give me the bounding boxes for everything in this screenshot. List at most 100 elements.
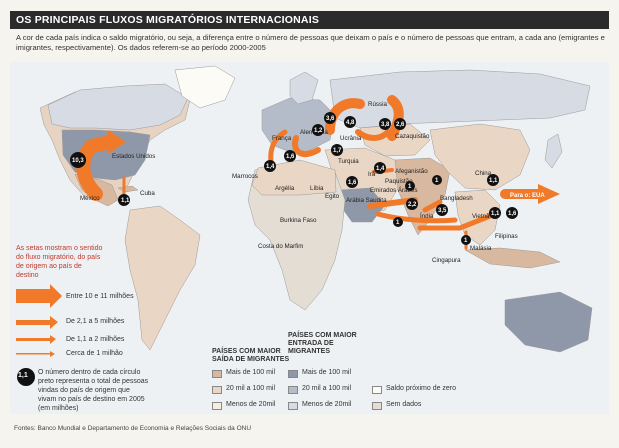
label-france: França: [272, 135, 292, 142]
circle-morocco-france: 1,4: [264, 160, 276, 172]
label-para-eua: Para o: EUA: [510, 193, 545, 199]
legend-item-1: Cerca de 1 milhão: [66, 350, 123, 357]
circle-vietnam-usa: 1,1: [489, 207, 501, 219]
swatch-emig-mid: [212, 386, 222, 394]
svg-text:3,6: 3,6: [326, 116, 335, 122]
legend-arrow-1: [16, 353, 50, 355]
migration-arrows: [76, 95, 560, 250]
intro-text: A cor de cada país indica o saldo migrat…: [16, 33, 605, 52]
svg-text:1,7: 1,7: [333, 148, 342, 154]
south-america: [124, 205, 201, 351]
legend-item-1-2: De 1,1 a 2 milhões: [66, 336, 125, 343]
arrow-bangladesh-india: [422, 199, 443, 213]
arrow-russia-kaz: [355, 129, 391, 141]
label-india: Índia: [420, 213, 434, 220]
swatch-zero: [372, 386, 382, 394]
value-circles: 10,3 1,1 1,4 1,6 1,2 3,6 4,8 3,8 2,6 1,7…: [70, 112, 518, 245]
svg-text:4,8: 4,8: [346, 120, 355, 126]
svg-text:1,4: 1,4: [266, 164, 275, 170]
label-egypt: Egito: [325, 193, 340, 200]
swatch-emig-low: [212, 402, 222, 410]
legend-arrow-10-11: [16, 284, 62, 308]
label-ivory-coast: Costa do Marfim: [258, 243, 303, 250]
svg-text:2,6: 2,6: [396, 122, 405, 128]
immig-item-0: Mais de 100 mil: [302, 369, 352, 376]
label-singapore: Cingapura: [432, 257, 461, 264]
swatch-immig-high: [288, 370, 298, 378]
svg-text:1: 1: [408, 184, 412, 190]
other-item-1: Sem dados: [386, 401, 422, 408]
japan: [544, 133, 563, 169]
scandinavia: [289, 71, 319, 105]
immig-item-1: 20 mil a 100 mil: [302, 385, 352, 392]
circle-bangladesh-india: 3,5: [436, 204, 448, 216]
greenland: [174, 65, 236, 109]
label-ukraine: Ucrânia: [340, 135, 362, 142]
svg-text:1,6: 1,6: [508, 211, 517, 217]
emigration-title: PAÍSES COM MAIOR SAÍDA DE MIGRANTES: [212, 348, 290, 363]
circle-pakistan-india: 1: [405, 181, 415, 191]
indonesia: [464, 247, 561, 269]
label-malaysia: Malásia: [470, 245, 492, 252]
sources-footer: Fontes: Banco Mundial e Departamento de …: [14, 425, 252, 432]
swatch-no-data: [372, 402, 382, 410]
circle-turkey-germany: 1,7: [331, 144, 343, 156]
circle-russia-kaz: 2,6: [394, 118, 406, 130]
canada: [47, 83, 189, 131]
circle-legend-text: O número dentro de cada círculo preto re…: [38, 369, 149, 412]
swatch-immig-mid: [288, 386, 298, 394]
label-iran: Irã: [368, 171, 376, 178]
legend-item-10-11: Entre 10 e 11 milhões: [66, 293, 134, 300]
circle-india-uae: 2,2: [406, 198, 418, 210]
arrow-asia-saudi: [375, 211, 458, 224]
svg-text:1,6: 1,6: [286, 154, 295, 160]
other-item-0: Saldo próximo de zero: [386, 385, 457, 392]
arrow-ukraine-russia: [325, 98, 365, 135]
label-mexico: México: [80, 195, 100, 202]
arrow-mexico-usa: [76, 135, 117, 201]
svg-text:3,5: 3,5: [438, 208, 447, 214]
svg-text:1,1: 1,1: [121, 198, 130, 204]
svg-text:3,8: 3,8: [381, 122, 390, 128]
arrow-head-china-usa: [538, 184, 560, 204]
country-labels: Estados Unidos México Cuba Marrocos Argé…: [80, 101, 518, 264]
label-china: China: [475, 170, 492, 177]
svg-text:1,6: 1,6: [348, 180, 357, 186]
svg-text:10,3: 10,3: [72, 158, 84, 164]
circle-ukraine-germany: 1,2: [312, 124, 324, 136]
circle-legend-sample: 1,1: [18, 372, 28, 379]
svg-text:1,1: 1,1: [491, 211, 500, 217]
label-morocco: Marrocos: [232, 173, 258, 180]
svg-text:1: 1: [435, 178, 439, 184]
circle-philippines-usa: 1,6: [506, 207, 518, 219]
circle-ukraine-russia: 4,8: [344, 116, 356, 128]
circle-china-hk: 1: [432, 175, 442, 185]
circle-mexico-usa: 10,3: [70, 152, 86, 168]
arrow-head-mexico-usa: [108, 130, 126, 154]
label-burkina-faso: Burkina Faso: [280, 217, 317, 224]
label-russia: Rússia: [368, 101, 387, 108]
china: [429, 123, 531, 191]
label-afghanistan: Afeganistão: [395, 168, 428, 175]
legend-circle-sample: [17, 368, 35, 386]
svg-text:1: 1: [464, 238, 468, 244]
svg-text:1: 1: [396, 220, 400, 226]
circle-china-usa: 1,1: [487, 174, 499, 186]
swatch-immig-low: [288, 402, 298, 410]
immigration-title: PAÍSES COM MAIOR ENTRADA DE MIGRANTES: [288, 332, 357, 355]
legend-item-2-5: De 2,1 a 5 milhões: [66, 318, 125, 325]
arrows-legend-explain: As setas mostram o sentido do fluxo migr…: [16, 245, 103, 279]
legend-arrow-1-2: [16, 338, 50, 341]
legend-arrow-2-5: [16, 320, 50, 325]
label-uae: Emirados Árabes: [370, 187, 417, 194]
circle-kaz-russia: 3,8: [379, 118, 391, 130]
svg-text:2,2: 2,2: [408, 202, 417, 208]
svg-text:1,4: 1,4: [376, 166, 385, 172]
circle-egypt-saudi: 1,6: [346, 176, 358, 188]
label-libya: Líbia: [310, 185, 324, 192]
emig-item-2: Menos de 20mil: [226, 401, 276, 408]
circle-malaysia-singapore: 1: [461, 235, 471, 245]
circle-russia-ukraine: 3,6: [324, 112, 336, 124]
